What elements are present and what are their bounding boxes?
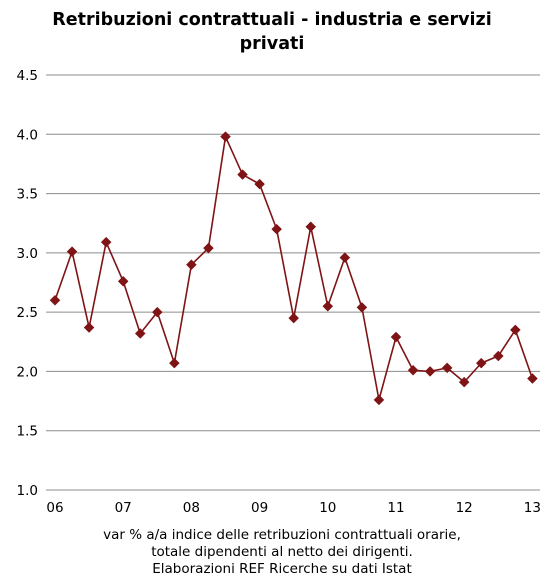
data-point-marker xyxy=(237,169,248,180)
data-point-marker xyxy=(390,331,402,343)
x-tick-label: 08 xyxy=(183,500,200,516)
data-point-marker xyxy=(66,246,78,258)
data-point-marker xyxy=(527,373,538,384)
data-point-marker xyxy=(475,357,487,369)
y-tick-label: 4.5 xyxy=(17,68,38,84)
data-point-marker xyxy=(134,328,146,339)
y-tick-label: 4.0 xyxy=(17,127,38,143)
tick-labels: 1.0 1.5 2.0 2.5 3.0 3.5 4.0 4.5 06 07 08 09 10 11 12 13 xyxy=(17,68,541,516)
y-tick-label: 2.5 xyxy=(17,305,38,321)
data-point-marker xyxy=(151,306,163,318)
data-point-marker xyxy=(356,302,368,313)
x-tick-label: 13 xyxy=(524,500,541,516)
data-point-marker xyxy=(509,324,521,336)
y-tick-label: 3.0 xyxy=(17,246,38,262)
data-point-marker xyxy=(373,394,385,406)
data-point-marker xyxy=(220,131,231,143)
gridlines xyxy=(46,74,540,432)
x-tick-label: 10 xyxy=(319,500,336,516)
data-point-marker xyxy=(441,362,453,374)
chart-caption: var % a/a indice delle retribuzioni cont… xyxy=(60,527,504,578)
data-point-marker xyxy=(271,223,283,235)
data-point-marker xyxy=(339,252,351,263)
y-tick-label: 1.5 xyxy=(17,424,38,440)
data-point-marker xyxy=(492,350,504,362)
x-tick-label: 06 xyxy=(46,500,63,516)
data-point-marker xyxy=(117,275,129,287)
data-point-marker xyxy=(168,357,180,369)
series-line xyxy=(54,135,534,401)
x-tick-label: 07 xyxy=(115,500,132,516)
data-point-marker xyxy=(288,312,300,324)
y-tick-label: 3.5 xyxy=(17,187,38,203)
caption-line-2: totale dipendenti al netto dei dirigenti… xyxy=(151,544,413,560)
data-point-marker xyxy=(424,366,436,377)
data-point-marker xyxy=(407,364,419,376)
series xyxy=(49,131,538,406)
data-point-marker xyxy=(203,242,214,254)
y-tick-label: 1.0 xyxy=(17,483,38,499)
data-point-marker xyxy=(186,259,197,271)
y-tick-label: 2.0 xyxy=(17,364,38,380)
data-point-marker xyxy=(305,221,317,233)
x-tick-label: 09 xyxy=(251,500,268,516)
data-point-marker xyxy=(49,294,61,306)
caption-line-3: Elaborazioni REF Ricerche su dati Istat xyxy=(152,561,412,577)
data-point-marker xyxy=(100,236,112,248)
data-point-marker xyxy=(458,376,470,388)
data-point-marker xyxy=(254,178,265,190)
x-tick-label: 12 xyxy=(456,500,473,516)
caption-line-1: var % a/a indice delle retribuzioni cont… xyxy=(103,527,461,543)
x-tick-label: 11 xyxy=(387,500,404,516)
data-point-marker xyxy=(322,300,334,312)
chart-title: Retribuzioni contrattuali - industria e … xyxy=(52,10,492,54)
data-point-marker xyxy=(83,322,95,333)
